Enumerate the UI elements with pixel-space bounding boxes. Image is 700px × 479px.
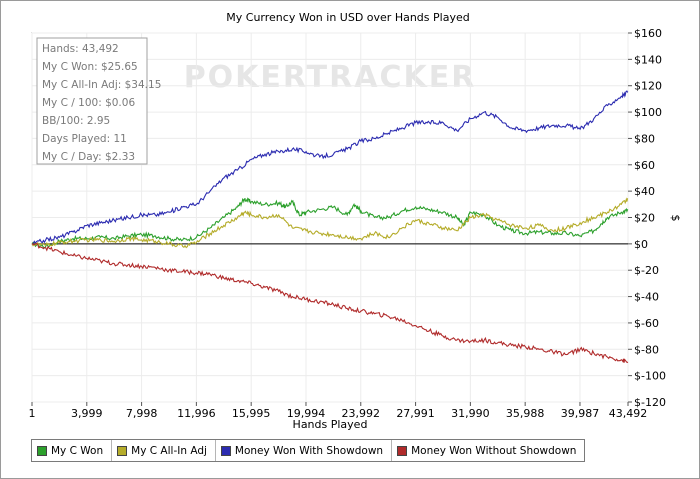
y-tick-label: $-60 bbox=[634, 317, 659, 330]
x-tick-label: 11,996 bbox=[177, 407, 216, 420]
series-line-my-c-won bbox=[31, 197, 629, 249]
legend-item-won-without-showdown[interactable]: Money Won Without Showdown bbox=[392, 440, 584, 461]
legend-item-won-with-showdown[interactable]: Money Won With Showdown bbox=[216, 440, 393, 461]
legend-label: Money Won With Showdown bbox=[234, 444, 384, 457]
stat-per-day: My C / Day: $2.33 bbox=[42, 151, 135, 163]
y-tick-label: $60 bbox=[634, 159, 655, 172]
x-tick-label: 31,990 bbox=[451, 407, 490, 420]
stat-per-100: My C / 100: $0.06 bbox=[42, 97, 135, 109]
x-tick-label: 27,991 bbox=[396, 407, 435, 420]
y-tick-label: $40 bbox=[634, 185, 655, 198]
y-tick-label: $160 bbox=[634, 27, 662, 40]
legend: My C Won My C All-In Adj Money Won With … bbox=[31, 439, 586, 462]
legend-label: Money Won Without Showdown bbox=[411, 444, 577, 457]
legend-item-my-c-won[interactable]: My C Won bbox=[32, 440, 113, 461]
stat-won: My C Won: $25.65 bbox=[42, 61, 138, 73]
series-line-money-won-with-showdown bbox=[31, 90, 629, 245]
legend-label: My C All-In Adj bbox=[131, 444, 207, 457]
y-tick-label: $0 bbox=[634, 238, 648, 251]
stats-box: Hands: 43,492 My C Won: $25.65 My C All-… bbox=[36, 37, 161, 165]
legend-swatch-green bbox=[37, 445, 47, 456]
y-tick-label: $80 bbox=[634, 132, 655, 145]
stat-bb-100: BB/100: 2.95 bbox=[42, 115, 110, 127]
y-tick-label: $-120 bbox=[634, 396, 666, 409]
y-tick-label: $20 bbox=[634, 212, 655, 225]
y-tick-label: $100 bbox=[634, 106, 662, 119]
legend-item-my-c-allin-adj[interactable]: My C All-In Adj bbox=[112, 440, 216, 461]
x-tick-label: 35,988 bbox=[506, 407, 545, 420]
x-tick-label: 23,992 bbox=[342, 407, 381, 420]
watermark: POKERTRACKER bbox=[184, 60, 477, 95]
y-tick-label: $140 bbox=[634, 53, 662, 66]
chart-title: My Currency Won in USD over Hands Played bbox=[226, 11, 469, 24]
x-tick-label: 15,995 bbox=[232, 407, 271, 420]
series-line-my-c-all-in-adj bbox=[31, 197, 629, 249]
stat-days-played: Days Played: 11 bbox=[42, 133, 127, 145]
legend-swatch-blue bbox=[220, 445, 231, 456]
stat-hands: Hands: 43,492 bbox=[42, 43, 119, 55]
y-tick-label: $-80 bbox=[634, 343, 659, 356]
series-line-money-won-without-showdown bbox=[32, 242, 629, 364]
y-tick-label: $-20 bbox=[634, 264, 659, 277]
y-axis-label: $ bbox=[669, 215, 682, 222]
x-tick-label: 43,492 bbox=[609, 407, 648, 420]
y-tick-label: $-40 bbox=[634, 291, 659, 304]
stat-allin-adj: My C All-In Adj: $34.15 bbox=[42, 79, 161, 91]
x-tick-label: 7,998 bbox=[126, 407, 158, 420]
x-tick-label: 1 bbox=[29, 407, 36, 420]
x-tick-label: 3,999 bbox=[71, 407, 103, 420]
legend-label: My C Won bbox=[51, 444, 104, 457]
legend-swatch-red bbox=[397, 445, 408, 456]
y-tick-label: $-100 bbox=[634, 370, 666, 383]
x-tick-label: 39,987 bbox=[561, 407, 600, 420]
y-tick-label: $120 bbox=[634, 80, 662, 93]
x-tick-label: 19,994 bbox=[287, 407, 326, 420]
x-axis-label: Hands Played bbox=[293, 418, 368, 431]
legend-swatch-olive bbox=[117, 445, 128, 456]
